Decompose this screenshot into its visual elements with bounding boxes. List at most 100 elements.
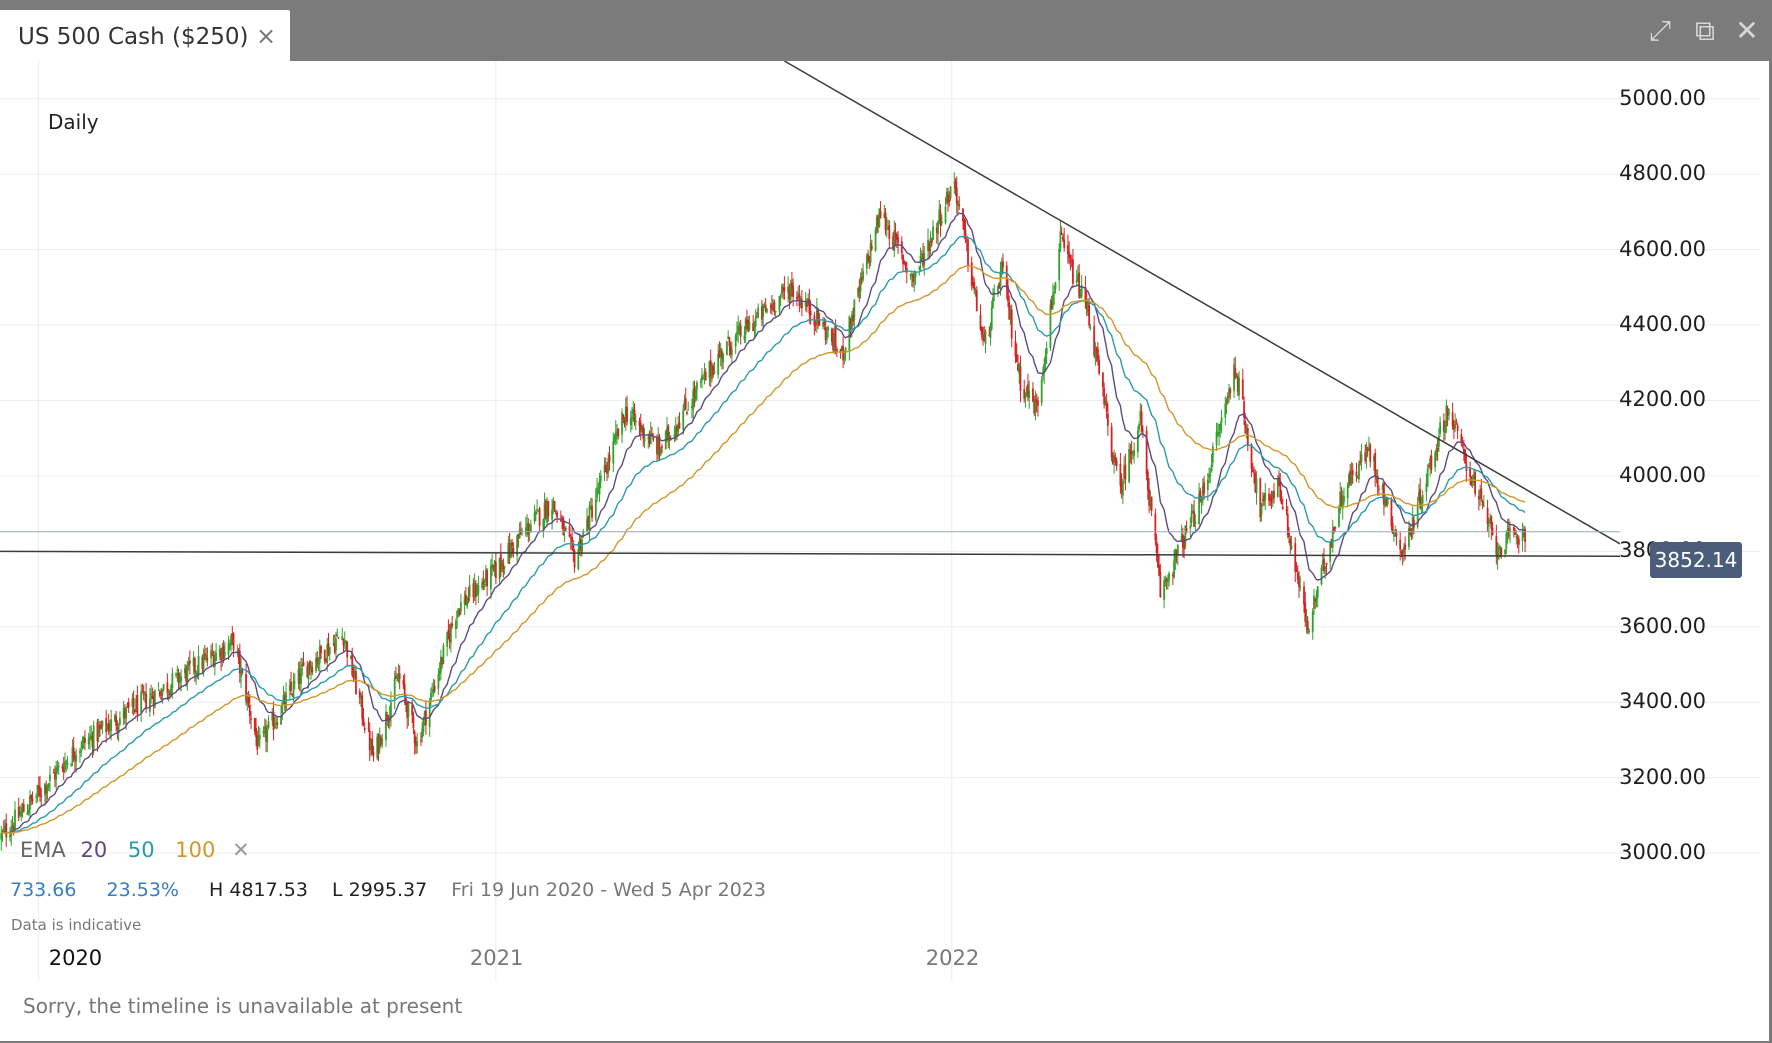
candle-body	[315, 658, 317, 672]
candle-body	[484, 569, 487, 582]
candle-body	[345, 640, 347, 643]
candle-body	[902, 255, 904, 264]
candle-body	[333, 644, 336, 653]
chart-tab[interactable]: US 500 Cash ($250) ×	[0, 10, 290, 61]
candle-body	[823, 321, 826, 325]
candle-body	[569, 537, 572, 539]
candle-body	[1261, 499, 1264, 502]
candle-body	[335, 639, 337, 651]
candle-body	[613, 436, 616, 442]
candle-body	[197, 656, 200, 676]
candle-body	[973, 281, 976, 290]
candle-body	[1395, 532, 1398, 537]
candle-body	[1193, 510, 1195, 527]
candle-body	[642, 426, 645, 439]
candle-body	[1124, 464, 1127, 480]
ema-20-label[interactable]: 20	[80, 838, 108, 862]
candle-body	[1350, 473, 1353, 484]
candle-body	[457, 608, 460, 612]
candle-body	[997, 286, 999, 293]
candle-body	[1351, 470, 1354, 475]
candle-body	[80, 749, 83, 752]
candle-body	[1490, 516, 1493, 529]
candle-body	[22, 803, 25, 813]
candle-body	[903, 261, 906, 264]
candle-body	[1104, 403, 1107, 405]
candle-body	[771, 304, 773, 310]
candle-body	[862, 271, 864, 280]
candle-body	[186, 665, 189, 682]
candle-body	[999, 271, 1002, 287]
candle-body	[1470, 477, 1473, 486]
candle-body	[415, 742, 417, 747]
candle-body	[1201, 485, 1204, 497]
candle-body	[937, 221, 939, 234]
candle-body	[1497, 546, 1500, 551]
candle-body	[612, 441, 615, 464]
candle-body	[292, 680, 295, 698]
candle-body	[709, 360, 712, 377]
candle-body	[413, 731, 416, 744]
candle-body	[1445, 405, 1448, 427]
candle-body	[390, 702, 392, 718]
ema-100-label[interactable]: 100	[175, 838, 216, 862]
candle-body	[160, 697, 163, 699]
candle-body	[1131, 453, 1134, 455]
candle-body	[521, 530, 523, 532]
candle-body	[1146, 471, 1149, 491]
expand-icon[interactable]: ⤢	[1648, 14, 1672, 47]
candle-body	[65, 761, 68, 763]
candle-body	[1233, 364, 1235, 391]
candle-body	[1113, 455, 1116, 463]
candle-body	[713, 371, 716, 373]
candle-body	[192, 657, 195, 667]
candle-body	[867, 254, 869, 257]
candle-body	[240, 668, 242, 677]
candle-body	[639, 422, 642, 432]
candle-body	[1255, 477, 1258, 494]
candle-body	[96, 722, 99, 741]
chart-grid	[0, 61, 1760, 981]
candle-body	[1401, 551, 1404, 555]
candle-body	[1462, 448, 1465, 454]
candle-body	[114, 715, 116, 722]
candle-body	[79, 751, 81, 754]
ema-remove-icon[interactable]: ✕	[232, 838, 250, 862]
candle-body	[594, 499, 597, 520]
candle-body	[686, 412, 688, 414]
candle-body	[47, 783, 50, 788]
candle-body	[1516, 537, 1519, 539]
candle-body	[84, 738, 86, 744]
candle-body	[473, 582, 476, 597]
candle-body	[1452, 423, 1455, 430]
candle-body	[957, 201, 959, 206]
candle-body	[1295, 568, 1298, 572]
candle-body	[481, 582, 484, 589]
candle-body	[1381, 484, 1384, 490]
candle-body	[30, 794, 33, 799]
candle-body	[241, 669, 244, 673]
candle-body	[789, 285, 792, 300]
candle-body	[844, 347, 847, 352]
candle-body	[1399, 539, 1402, 550]
candle-body	[1315, 594, 1318, 600]
candle-body	[1180, 535, 1183, 543]
candle-body	[56, 766, 59, 772]
candle-body	[512, 547, 515, 553]
candle-body	[519, 531, 522, 535]
candle-body	[588, 505, 591, 531]
price-chart[interactable]	[0, 61, 1769, 1041]
candle-body	[859, 277, 862, 291]
popout-icon[interactable]: ⧉	[1695, 14, 1715, 47]
close-window-icon[interactable]: ✕	[1735, 14, 1759, 47]
candle-body	[744, 318, 747, 335]
candle-body	[1059, 231, 1062, 249]
ema-50-label[interactable]: 50	[127, 838, 155, 862]
tab-close-icon[interactable]: ×	[256, 22, 277, 50]
timeframe-label[interactable]: Daily	[48, 110, 99, 134]
candle-body	[1045, 347, 1048, 355]
candle-body	[1154, 513, 1157, 541]
candle-body	[1294, 543, 1297, 572]
candle-body	[1009, 311, 1012, 319]
candle-body	[275, 722, 277, 725]
